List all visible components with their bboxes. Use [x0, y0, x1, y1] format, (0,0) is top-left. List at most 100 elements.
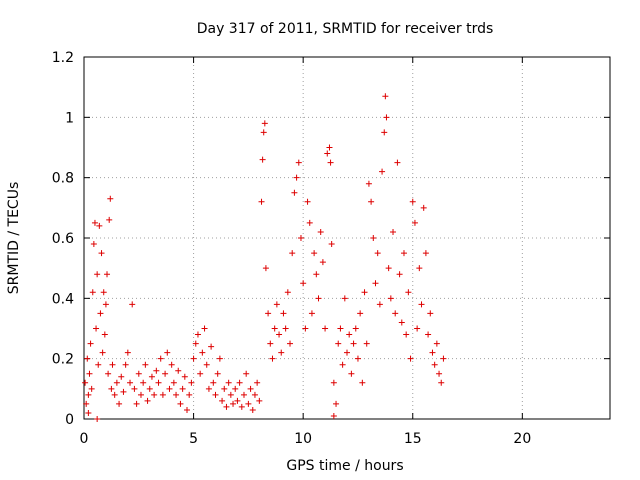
data-point [379, 168, 386, 175]
data-point [179, 385, 186, 392]
data-point [308, 310, 315, 317]
data-point [210, 379, 217, 386]
data-point [330, 412, 337, 419]
data-point [374, 250, 381, 257]
data-point [162, 370, 169, 377]
data-point [234, 397, 241, 404]
data-point [311, 250, 318, 257]
data-point [261, 120, 268, 127]
data-point [181, 373, 188, 380]
data-point [137, 391, 144, 398]
data-point [361, 289, 368, 296]
data-point [357, 310, 364, 317]
data-point [106, 216, 113, 223]
data-point [203, 361, 210, 368]
data-point [322, 325, 329, 332]
y-tick-label: 0.4 [52, 291, 74, 307]
data-point [109, 361, 116, 368]
data-point [85, 391, 92, 398]
data-point [175, 367, 182, 374]
data-point [335, 340, 342, 347]
data-point [131, 385, 138, 392]
data-point [127, 379, 134, 386]
y-tick-label: 1 [65, 110, 74, 126]
grid-lines [84, 57, 610, 419]
data-point [440, 355, 447, 362]
data-point [409, 198, 416, 205]
data-point [251, 391, 258, 398]
data-point [376, 301, 383, 308]
data-point [232, 385, 239, 392]
data-point [330, 379, 337, 386]
data-point [273, 301, 280, 308]
data-point [102, 301, 109, 308]
data-point [94, 271, 101, 278]
data-point [219, 397, 226, 404]
data-point [99, 349, 106, 356]
data-point [344, 349, 350, 356]
x-axis-label: GPS time / hours [286, 458, 403, 474]
y-tick-label: 0 [65, 412, 74, 428]
data-point [315, 295, 322, 302]
data-point [111, 391, 118, 398]
x-tick-label: 15 [404, 431, 422, 447]
data-point [129, 301, 136, 308]
data-point [155, 379, 162, 386]
data-point [407, 355, 414, 362]
data-point [333, 400, 340, 407]
data-point [201, 325, 208, 332]
data-point [259, 156, 266, 163]
data-point [108, 385, 115, 392]
data-point [212, 391, 219, 398]
x-tick-label: 0 [80, 431, 89, 447]
data-point [300, 280, 307, 287]
data-point [135, 370, 142, 377]
data-point [197, 370, 204, 377]
data-point [146, 385, 153, 392]
data-point [359, 379, 366, 386]
data-point [398, 319, 405, 326]
data-point [118, 373, 125, 380]
x-tick-label: 20 [513, 431, 531, 447]
y-tick-label: 0.8 [52, 171, 74, 187]
data-point [216, 355, 223, 362]
data-point [271, 325, 278, 332]
y-tick-label: 1.2 [52, 50, 74, 66]
data-point [177, 400, 184, 407]
data-point [124, 349, 131, 356]
data-point [365, 180, 372, 187]
plot-frame [83, 56, 611, 420]
data-point [91, 219, 98, 226]
data-point [425, 331, 432, 338]
data-point [93, 325, 100, 332]
data-point [427, 310, 434, 317]
data-point [370, 235, 377, 241]
data-point [350, 340, 357, 347]
data-point [387, 295, 394, 302]
data-point [157, 355, 164, 362]
data-point [346, 331, 353, 338]
data-point [243, 370, 250, 377]
data-point [382, 93, 389, 100]
data-point [258, 198, 265, 205]
data-point [94, 416, 101, 422]
data-point [225, 379, 232, 386]
data-point [116, 400, 123, 407]
data-point [89, 289, 96, 296]
data-point [113, 379, 120, 386]
y-axis-ticks: 0 0.2 0.4 0.6 0.8 1 1.2 [52, 50, 610, 428]
data-point [221, 385, 228, 392]
y-axis-label: SRMTID / TECUs [6, 182, 22, 295]
data-point [104, 271, 111, 278]
data-point [278, 349, 285, 356]
data-point [400, 250, 407, 257]
data-point [438, 379, 445, 386]
data-point [416, 265, 423, 272]
data-point [319, 259, 326, 266]
data-point [287, 340, 294, 347]
data-point [170, 379, 177, 386]
data-point [223, 403, 230, 410]
data-point [383, 114, 390, 121]
data-point [302, 325, 309, 332]
